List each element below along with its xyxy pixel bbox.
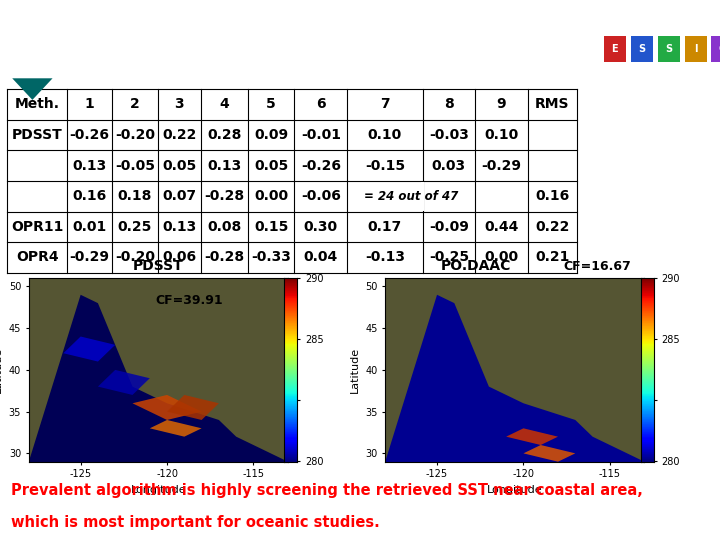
Text: S: S	[665, 44, 672, 54]
Bar	[685, 36, 706, 62]
Text: 3: 3	[174, 97, 184, 111]
Text: -0.25: -0.25	[429, 251, 469, 265]
Polygon shape	[385, 278, 644, 462]
Text: -0.29: -0.29	[70, 251, 109, 265]
Text: OPR11: OPR11	[11, 220, 63, 234]
Text: CENTER: CENTER	[647, 26, 671, 31]
Text: 0.15: 0.15	[254, 220, 288, 234]
Text: 0.44: 0.44	[485, 220, 518, 234]
X-axis label: Longitude: Longitude	[487, 485, 543, 495]
Bar	[421, 181, 424, 211]
Text: 0.08: 0.08	[207, 220, 241, 234]
Text: S: S	[638, 44, 645, 54]
Text: 0.13: 0.13	[162, 220, 197, 234]
Text: 0.13: 0.13	[73, 159, 107, 173]
Text: 0.00: 0.00	[485, 251, 518, 265]
Text: 0.13: 0.13	[207, 159, 241, 173]
Polygon shape	[523, 445, 575, 462]
Text: 0.04: 0.04	[304, 251, 338, 265]
Text: -0.20: -0.20	[115, 251, 155, 265]
Text: -0.15: -0.15	[365, 159, 405, 173]
Text: -0.33: -0.33	[251, 251, 291, 265]
Text: 0.25: 0.25	[118, 220, 152, 234]
Text: CF=16.67: CF=16.67	[564, 260, 631, 273]
Text: = 24 out of 47: = 24 out of 47	[364, 190, 458, 202]
Text: UNIVERSITY OF MARYLAND: UNIVERSITY OF MARYLAND	[631, 76, 686, 80]
Text: 8: 8	[444, 97, 454, 111]
Text: 2: 2	[130, 97, 140, 111]
Bar	[631, 36, 653, 62]
Y-axis label: Latitude: Latitude	[350, 347, 359, 393]
Text: 0.17: 0.17	[368, 220, 402, 234]
Text: 0.22: 0.22	[535, 220, 570, 234]
Text: -0.03: -0.03	[429, 128, 469, 142]
Text: -0.01: -0.01	[301, 128, 341, 142]
Text: OPR4: OPR4	[16, 251, 58, 265]
Text: 0.16: 0.16	[73, 189, 107, 203]
Polygon shape	[150, 420, 202, 437]
Text: INTERDISCIPLINARY: INTERDISCIPLINARY	[628, 17, 690, 22]
Bar	[711, 36, 720, 62]
Text: Dynamic area SSTs: California Coast: Dynamic area SSTs: California Coast	[12, 30, 631, 59]
Text: 4: 4	[220, 97, 229, 111]
Text: 0.16: 0.16	[535, 189, 570, 203]
Bar	[603, 36, 626, 62]
Text: 1: 1	[85, 97, 94, 111]
Text: 0.30: 0.30	[304, 220, 338, 234]
Text: -0.29: -0.29	[482, 159, 521, 173]
Text: -0.26: -0.26	[70, 128, 109, 142]
Text: 0.10: 0.10	[485, 128, 518, 142]
Text: -0.13: -0.13	[365, 251, 405, 265]
Text: 5: 5	[266, 97, 276, 111]
Text: 0.18: 0.18	[118, 189, 152, 203]
Text: -0.28: -0.28	[204, 251, 244, 265]
Text: RMS: RMS	[535, 97, 570, 111]
Text: 9: 9	[497, 97, 506, 111]
Text: 0.22: 0.22	[162, 128, 197, 142]
Polygon shape	[63, 336, 115, 362]
Text: -0.26: -0.26	[301, 159, 341, 173]
Text: -0.06: -0.06	[301, 189, 341, 203]
X-axis label: Longitude: Longitude	[130, 485, 186, 495]
Text: Meth.: Meth.	[14, 97, 60, 111]
Text: 0.01: 0.01	[73, 220, 107, 234]
Polygon shape	[132, 395, 202, 420]
Text: 0.00: 0.00	[254, 189, 288, 203]
Text: 0.05: 0.05	[254, 159, 288, 173]
Text: 0.07: 0.07	[162, 189, 197, 203]
Text: 0.03: 0.03	[432, 159, 466, 173]
Text: I: I	[694, 44, 697, 54]
Y-axis label: Latitude: Latitude	[0, 347, 3, 393]
Text: -0.20: -0.20	[115, 128, 155, 142]
Text: Prevalent algorithm is highly screening the retrieved SST near coastal area,: Prevalent algorithm is highly screening …	[11, 483, 643, 498]
Text: 0.06: 0.06	[162, 251, 197, 265]
Text: -0.05: -0.05	[115, 159, 155, 173]
Polygon shape	[167, 395, 219, 420]
Text: 0.05: 0.05	[162, 159, 197, 173]
Text: PDSST: PDSST	[12, 128, 63, 142]
Text: PDSST: PDSST	[133, 259, 184, 273]
Text: 0.21: 0.21	[535, 251, 570, 265]
Text: CF=39.91: CF=39.91	[156, 294, 223, 307]
Polygon shape	[98, 370, 150, 395]
Text: 7: 7	[380, 97, 390, 111]
Text: -0.09: -0.09	[429, 220, 469, 234]
Text: 0.10: 0.10	[368, 128, 402, 142]
Text: 6: 6	[316, 97, 325, 111]
Text: 0.28: 0.28	[207, 128, 241, 142]
Text: E: E	[611, 44, 618, 54]
Text: PO.DAAC: PO.DAAC	[441, 259, 511, 273]
Polygon shape	[506, 428, 558, 445]
Text: C: C	[719, 44, 720, 54]
Text: 0.09: 0.09	[254, 128, 288, 142]
Text: -0.28: -0.28	[204, 189, 244, 203]
Polygon shape	[29, 278, 288, 462]
Text: which is most important for oceanic studies.: which is most important for oceanic stud…	[11, 515, 379, 530]
Bar	[657, 36, 680, 62]
Text: EARTH SYSTEM SCIENCE: EARTH SYSTEM SCIENCE	[621, 8, 696, 13]
Polygon shape	[12, 78, 53, 100]
